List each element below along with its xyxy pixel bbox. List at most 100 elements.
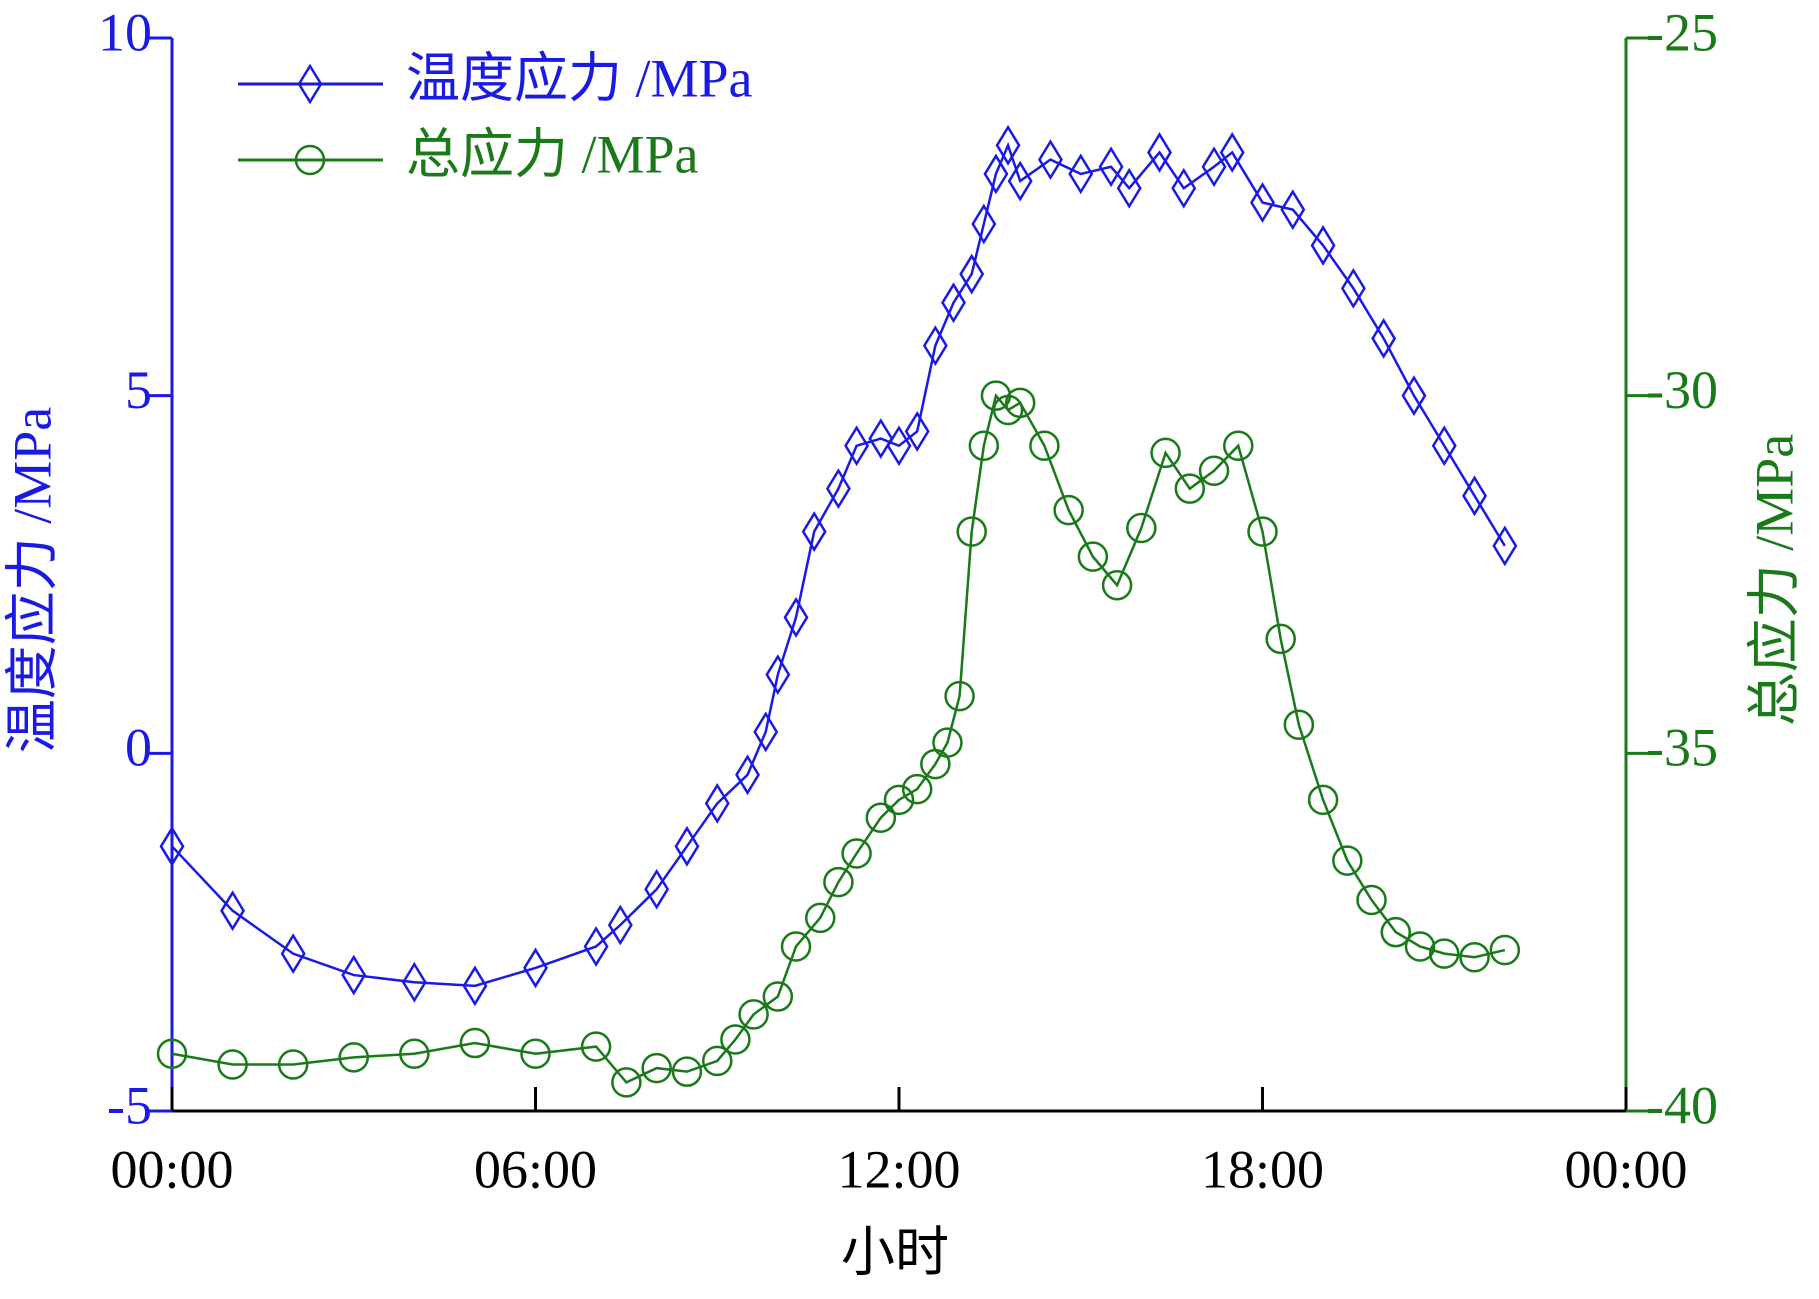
x-tick-label: 00:00 <box>110 1139 233 1199</box>
point <box>922 325 948 366</box>
point <box>523 947 548 989</box>
point <box>995 124 1021 166</box>
legend-label: 总应力 /MPa <box>406 124 699 184</box>
y-tick-label: 0 <box>125 718 152 778</box>
point <box>883 784 915 816</box>
point <box>462 965 488 1007</box>
point <box>671 1056 703 1087</box>
y2-tick-label: -25 <box>1646 2 1718 62</box>
point <box>1380 916 1412 948</box>
y2-axis-title: 总应力 /MPa <box>1744 434 1804 727</box>
point <box>1219 132 1245 173</box>
point <box>1310 225 1336 266</box>
y2-tick-label: -30 <box>1646 360 1718 420</box>
point <box>520 1038 551 1070</box>
legend-label: 温度应力 /MPa <box>406 48 753 108</box>
point <box>1265 623 1296 655</box>
point <box>1068 153 1094 195</box>
point <box>841 838 872 869</box>
point <box>459 1027 491 1059</box>
point <box>1007 160 1033 202</box>
y-tick-label: -5 <box>107 1075 152 1135</box>
point <box>1171 167 1197 209</box>
point <box>1462 475 1488 517</box>
point <box>704 783 730 824</box>
point <box>865 802 897 833</box>
point <box>1037 139 1063 181</box>
point <box>944 680 975 712</box>
point <box>1340 267 1366 309</box>
point <box>783 597 809 638</box>
point <box>762 981 794 1012</box>
point <box>971 203 997 245</box>
point <box>1201 146 1227 188</box>
point <box>611 1067 642 1098</box>
x-tick-label: 18:00 <box>1201 1139 1324 1199</box>
y-tick-label: 10 <box>98 2 152 62</box>
point <box>277 1049 309 1080</box>
point <box>1126 512 1157 544</box>
point <box>1307 784 1339 816</box>
point <box>156 1038 188 1070</box>
point <box>1101 569 1133 601</box>
point <box>844 425 870 467</box>
point <box>1404 931 1436 962</box>
point <box>1150 437 1181 469</box>
point <box>1174 473 1206 504</box>
point <box>738 999 769 1030</box>
point <box>220 890 246 932</box>
point <box>280 933 306 975</box>
y2-tick-label: -35 <box>1646 718 1718 778</box>
point <box>1283 709 1315 740</box>
point <box>1401 375 1427 417</box>
legend-marker <box>294 144 326 176</box>
point <box>1098 146 1124 188</box>
point <box>1429 938 1460 969</box>
point <box>217 1049 248 1080</box>
point <box>341 954 367 996</box>
point <box>804 902 836 934</box>
point <box>644 868 670 910</box>
point <box>1198 455 1230 487</box>
point <box>1247 516 1278 547</box>
x-axis-title: 小时 <box>841 1222 949 1282</box>
x-tick-label: 06:00 <box>474 1139 597 1199</box>
point <box>956 516 987 547</box>
point <box>399 1038 430 1070</box>
point <box>1459 941 1490 973</box>
point <box>674 825 700 867</box>
point <box>580 1031 612 1062</box>
point <box>753 711 779 753</box>
point <box>968 430 1000 461</box>
point <box>1029 430 1060 461</box>
point <box>583 926 609 967</box>
point <box>1147 132 1172 173</box>
point <box>1489 934 1521 966</box>
point <box>735 754 761 796</box>
y2-tick-label: -40 <box>1646 1075 1718 1135</box>
point <box>823 866 854 898</box>
point <box>1250 182 1275 223</box>
point <box>941 282 966 324</box>
point <box>1116 167 1142 209</box>
series-line <box>171 392 1506 1084</box>
y-axis-title: 温度应力 /MPa <box>2 407 62 754</box>
point <box>1371 318 1397 359</box>
point <box>825 468 851 510</box>
point <box>1077 541 1109 572</box>
point <box>868 418 894 459</box>
point <box>801 511 827 552</box>
point <box>338 1042 369 1073</box>
point <box>641 1052 672 1084</box>
point <box>983 153 1009 195</box>
point <box>1332 845 1363 876</box>
legend-marker <box>297 63 323 105</box>
point <box>1280 189 1306 231</box>
point <box>1492 525 1518 567</box>
point <box>886 425 912 467</box>
point <box>401 961 427 1003</box>
point <box>607 904 633 946</box>
point <box>765 654 791 696</box>
point <box>932 727 963 758</box>
